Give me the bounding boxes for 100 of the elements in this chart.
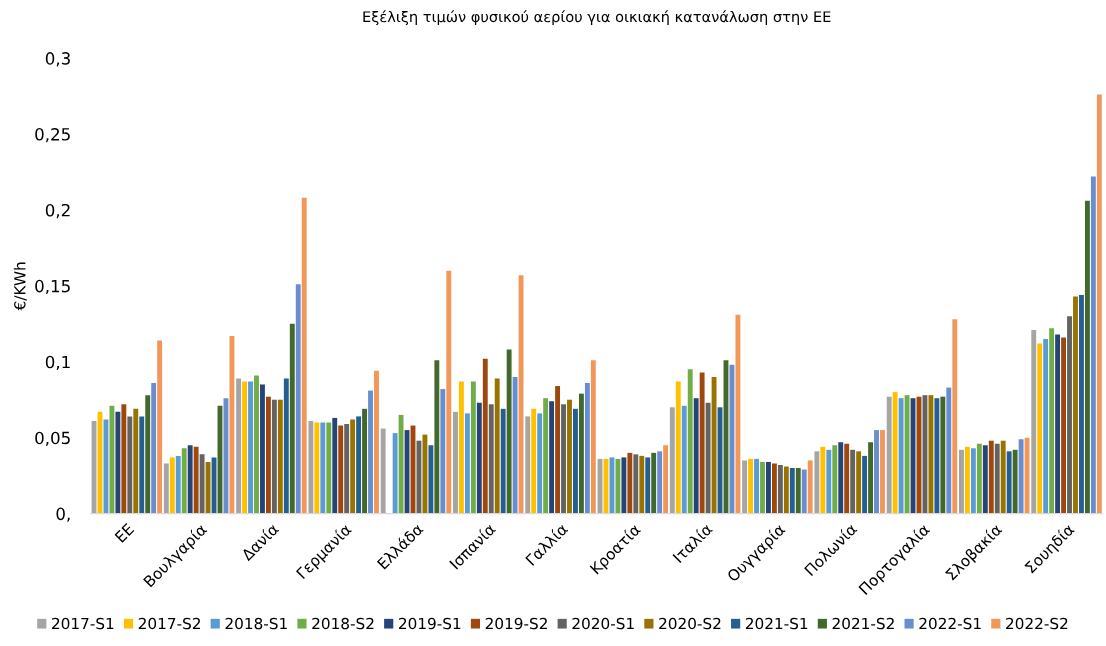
bar xyxy=(988,440,994,514)
bar xyxy=(940,396,946,514)
legend-label: 2017-S2 xyxy=(138,617,200,630)
y-axis-title: €/KWh xyxy=(13,262,27,311)
bar xyxy=(573,408,578,514)
bar xyxy=(422,434,428,514)
bar xyxy=(639,455,645,514)
bar xyxy=(265,396,271,514)
y-tick-label: 0, xyxy=(56,507,70,522)
bar xyxy=(904,395,910,514)
bar xyxy=(567,399,572,514)
bar xyxy=(705,402,711,514)
bar xyxy=(795,468,801,514)
legend-label: 2019-S2 xyxy=(485,617,547,630)
bar xyxy=(555,386,561,514)
bar xyxy=(754,458,759,514)
bar xyxy=(543,398,549,514)
bar xyxy=(398,414,404,514)
bar xyxy=(440,389,446,514)
y-tick-label: 0,15 xyxy=(35,279,70,295)
bar xyxy=(627,452,633,514)
bar xyxy=(537,413,543,514)
bar xyxy=(277,399,283,514)
bar xyxy=(458,381,464,514)
bar xyxy=(115,411,121,514)
bar xyxy=(645,457,651,514)
bar xyxy=(982,445,988,514)
bar xyxy=(959,449,964,514)
bar xyxy=(453,411,458,514)
bar xyxy=(482,358,488,514)
bar xyxy=(1073,296,1078,514)
bar xyxy=(1012,449,1018,514)
bar xyxy=(332,417,338,514)
bar xyxy=(500,408,506,514)
bar xyxy=(970,448,976,514)
bar xyxy=(771,463,777,514)
bar xyxy=(254,375,259,514)
bar xyxy=(295,284,301,514)
bar xyxy=(362,408,368,514)
bar xyxy=(934,398,940,514)
bar xyxy=(139,416,145,514)
bar xyxy=(699,372,705,514)
bar xyxy=(488,404,494,514)
bar xyxy=(615,458,621,514)
bar xyxy=(976,443,982,514)
bar xyxy=(766,461,771,514)
bar xyxy=(826,449,832,514)
bar xyxy=(844,443,850,514)
bar xyxy=(735,314,741,514)
bar xyxy=(163,463,169,514)
legend-label: 2022-S2 xyxy=(1006,617,1068,630)
bar xyxy=(314,422,320,514)
bar xyxy=(271,399,277,514)
bar xyxy=(651,452,657,514)
bar xyxy=(892,392,898,514)
bar xyxy=(350,419,356,514)
bar xyxy=(1006,451,1012,514)
y-tick-label: 0,2 xyxy=(45,203,70,219)
bar xyxy=(946,387,952,514)
bar xyxy=(928,395,934,514)
bar xyxy=(1061,337,1066,514)
bar xyxy=(175,455,181,514)
bar xyxy=(205,461,211,514)
y-tick-label: 0,25 xyxy=(35,128,70,143)
bar xyxy=(862,455,868,514)
bar xyxy=(169,457,175,514)
bar xyxy=(157,340,163,514)
bar xyxy=(283,378,289,514)
bar xyxy=(1084,200,1090,514)
bar xyxy=(964,446,970,514)
bar xyxy=(783,466,789,514)
bar xyxy=(663,445,669,514)
bar xyxy=(742,460,748,514)
bar xyxy=(584,383,590,514)
bar xyxy=(578,393,584,514)
bar xyxy=(814,451,820,514)
legend-label: 2018-S2 xyxy=(312,617,374,630)
bar xyxy=(446,270,452,514)
legend-label: 2020-S2 xyxy=(659,617,721,630)
bar xyxy=(109,405,115,514)
bar xyxy=(229,335,235,514)
bar xyxy=(549,401,555,514)
bar xyxy=(820,446,826,514)
bar xyxy=(308,420,314,514)
bar xyxy=(561,404,566,514)
bar xyxy=(687,369,693,514)
bar xyxy=(669,407,675,514)
y-tick-label: 0,3 xyxy=(45,52,70,67)
bar xyxy=(1043,338,1049,514)
legend-label: 2017-S1 xyxy=(52,617,114,630)
bar xyxy=(1037,343,1043,514)
bar xyxy=(248,381,253,514)
bar xyxy=(1079,294,1084,514)
bar xyxy=(193,446,199,514)
legend-label: 2021-S2 xyxy=(832,617,894,630)
bar xyxy=(1055,334,1061,514)
bar xyxy=(260,384,265,514)
bar xyxy=(777,464,783,514)
bar xyxy=(531,408,537,514)
legend-label: 2020-S1 xyxy=(572,617,634,630)
